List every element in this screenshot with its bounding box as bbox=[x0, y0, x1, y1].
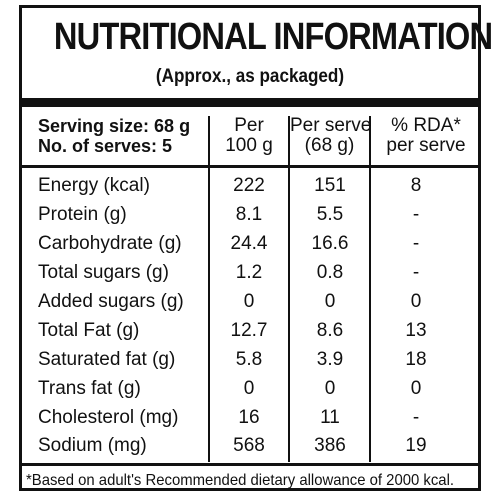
per-100g-value: 1.2 bbox=[235, 262, 263, 283]
footnote: *Based on adult's Recommended dietary al… bbox=[26, 472, 455, 489]
column-divider-1 bbox=[208, 116, 210, 462]
per-100g-value: 5.8 bbox=[235, 349, 263, 370]
nutrient-name: Added sugars (g) bbox=[38, 291, 184, 312]
nutrient-name: Saturated fat (g) bbox=[38, 349, 176, 370]
nutrient-name: Carbohydrate (g) bbox=[38, 233, 182, 254]
serving-info: Serving size: 68 g No. of serves: 5 bbox=[38, 116, 190, 156]
per-serve-value: 0.8 bbox=[316, 262, 344, 283]
footer-divider bbox=[22, 463, 478, 466]
serving-size: Serving size: 68 g bbox=[38, 116, 191, 136]
per-serve-value: 386 bbox=[314, 435, 346, 456]
per-100g-value: 24.4 bbox=[230, 233, 268, 254]
rda-value: - bbox=[412, 407, 420, 428]
thick-divider bbox=[22, 98, 478, 107]
rda-value: - bbox=[412, 204, 420, 225]
column-header-rda: % RDA* per serve bbox=[386, 115, 466, 156]
per-100g-value: 0 bbox=[243, 378, 255, 399]
rda-value: 18 bbox=[405, 349, 427, 370]
per-serve-value: 5.5 bbox=[316, 204, 344, 225]
rda-value: - bbox=[412, 262, 420, 283]
nutrient-name: Trans fat (g) bbox=[38, 378, 141, 399]
header-divider bbox=[22, 165, 478, 168]
nutrition-label: NUTRITIONAL INFORMATION (Approx., as pac… bbox=[19, 5, 493, 491]
nutrient-name: Sodium (mg) bbox=[38, 435, 147, 456]
column-header-per-serve: Per serve (68 g) bbox=[290, 115, 372, 156]
per-100g-value: 568 bbox=[233, 435, 265, 456]
rda-value: 13 bbox=[405, 320, 427, 341]
rda-value: 0 bbox=[410, 378, 422, 399]
per-serve-value: 11 bbox=[320, 407, 340, 428]
rda-value: 8 bbox=[410, 175, 422, 196]
number-of-serves: No. of serves: 5 bbox=[38, 136, 173, 156]
nutrient-name: Protein (g) bbox=[38, 204, 127, 225]
per-100g-value: 16 bbox=[238, 407, 260, 428]
rda-value: 0 bbox=[410, 291, 422, 312]
label-title: NUTRITIONAL INFORMATION bbox=[53, 16, 493, 58]
nutrient-name: Total sugars (g) bbox=[38, 262, 169, 283]
rda-value: 19 bbox=[405, 435, 427, 456]
nutrient-name: Total Fat (g) bbox=[38, 320, 140, 341]
per-100g-value: 222 bbox=[233, 175, 265, 196]
column-divider-2 bbox=[288, 116, 290, 462]
per-serve-value: 0 bbox=[324, 291, 336, 312]
per-serve-value: 151 bbox=[314, 175, 346, 196]
per-serve-value: 3.9 bbox=[316, 349, 344, 370]
rda-value: - bbox=[412, 233, 420, 254]
per-100g-value: 0 bbox=[243, 291, 255, 312]
column-divider-3 bbox=[369, 116, 371, 462]
per-serve-value: 0 bbox=[324, 378, 336, 399]
nutrient-name: Energy (kcal) bbox=[38, 175, 150, 196]
per-serve-value: 16.6 bbox=[311, 233, 349, 254]
nutrient-name: Cholesterol (mg) bbox=[38, 407, 179, 428]
per-serve-value: 8.6 bbox=[316, 320, 344, 341]
label-subtitle: (Approx., as packaged) bbox=[155, 66, 345, 87]
per-100g-value: 12.7 bbox=[230, 320, 268, 341]
per-100g-value: 8.1 bbox=[235, 204, 263, 225]
column-header-per-100g: Per 100 g bbox=[225, 115, 273, 156]
